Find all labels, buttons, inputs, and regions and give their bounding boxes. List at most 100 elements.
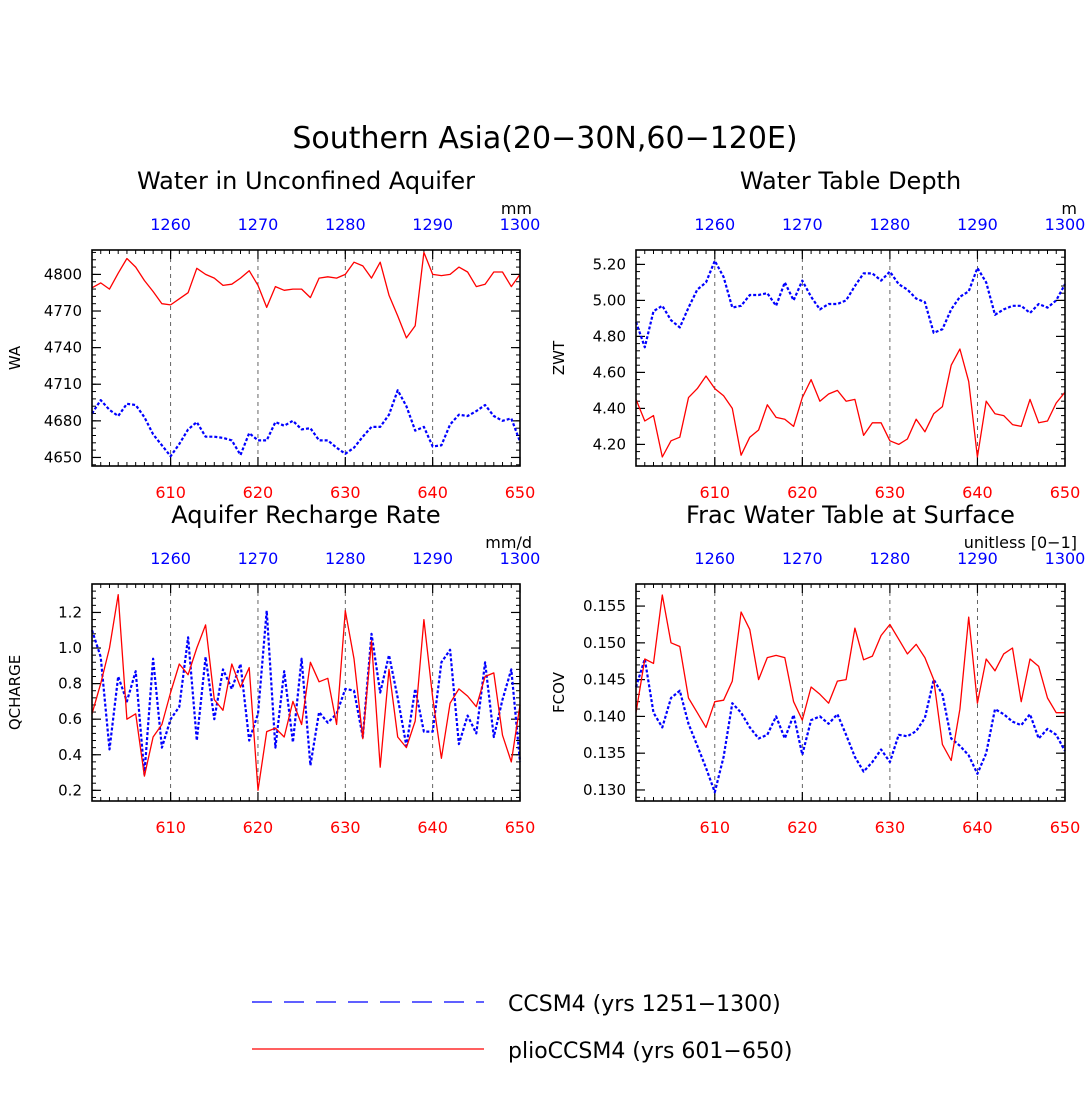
x-tick-label-bottom: 640 [417,818,448,837]
y-tick-label: 0.155 [583,597,626,615]
minor-ticks [635,583,1066,801]
x-tick-label-top: 1290 [412,549,453,568]
x-tick-label-top: 1260 [150,549,191,568]
plot-frame [635,583,1066,802]
panel-title: Aquifer Recharge Rate [171,501,440,529]
y-tick-label: 0.140 [583,707,626,725]
x-tick-label-top: 1270 [238,549,279,568]
x-tick-label-bottom: 620 [243,818,274,837]
x-tick-label-bottom: 650 [505,483,536,502]
x-tick-label-top: 1300 [500,215,541,234]
x-tick-label-top: 1260 [150,215,191,234]
x-tick-label-bottom: 630 [330,818,361,837]
figure-title: Southern Asia(20−30N,60−120E) [292,121,797,156]
series-line-ccsm4 [634,259,1066,349]
panel-2: Water Table Depth m 610 620 630 640 650 1260 127… [550,167,1085,502]
x-tick-label-top: 1280 [870,215,911,234]
y-tick-label: 1.2 [58,603,82,621]
y-tick-label: 0.2 [58,781,82,799]
panel-3: Aquifer Recharge Rate mm/d 610 620 630 640 650… [6,501,540,837]
y-tick-label: 0.130 [583,781,626,799]
x-tick-label-bottom: 640 [962,483,993,502]
y-axis-label: QCHARGE [6,655,24,730]
minor-ticks [635,249,1066,467]
grid-lines [714,584,978,801]
x-tick-label-bottom: 650 [505,818,536,837]
y-tick-label: 4.20 [593,435,626,453]
y-tick-label: 0.135 [583,744,626,762]
x-tick-label-bottom: 620 [787,818,818,837]
plot-frame [91,249,521,467]
series-line-plio [91,594,521,791]
legend-label: plioCCSM4 (yrs 601−650) [508,1039,792,1064]
plot-frame [635,249,1066,467]
series-line-ccsm4 [634,657,1066,794]
x-tick-label-bottom: 610 [155,483,186,502]
y-tick-label: 4680 [44,412,82,430]
x-tick-label-bottom: 620 [787,483,818,502]
panel-title: Frac Water Table at Surface [686,501,1015,529]
y-tick-label: 4800 [44,265,82,283]
units-label: unitless [0−1] [964,533,1077,552]
y-tick-label: 4.80 [593,327,626,345]
x-tick-label-bottom: 610 [155,818,186,837]
y-tick-label: 4740 [44,339,82,357]
y-tick-label: 4770 [44,302,82,320]
legend: CCSM4 (yrs 1251−1300) plioCCSM4 (yrs 601−… [252,992,792,1064]
x-tick-label-top: 1300 [1045,215,1086,234]
panel-4: Frac Water Table at Surface unitless [0−1… [550,501,1085,837]
x-tick-label-bottom: 640 [417,483,448,502]
x-tick-label-bottom: 640 [962,818,993,837]
y-axis-label: WA [6,345,24,370]
series-line-plio [635,348,1066,458]
y-tick-label: 1.0 [58,639,82,657]
series-line-plio [91,251,521,339]
x-tick-label-top: 1300 [500,549,541,568]
x-tick-label-bottom: 630 [330,483,361,502]
x-tick-label-top: 1270 [782,215,823,234]
y-tick-label: 0.150 [583,634,626,652]
y-tick-label: 0.4 [58,746,82,764]
series-line-ccsm4 [91,389,522,458]
panel-title: Water Table Depth [740,167,961,195]
y-axis-label: ZWT [550,340,568,375]
x-tick-label-bottom: 610 [700,483,731,502]
y-tick-label: 0.8 [58,675,82,693]
x-tick-label-top: 1300 [1045,549,1086,568]
x-tick-label-top: 1260 [694,215,735,234]
y-tick-label: 5.20 [593,255,626,273]
plot-frame [91,583,521,802]
units-label: mm/d [485,533,532,552]
y-tick-label: 0.6 [58,710,82,728]
x-tick-label-top: 1290 [957,549,998,568]
minor-ticks [91,250,521,466]
legend-label: CCSM4 (yrs 1251−1300) [508,992,781,1017]
y-tick-label: 4710 [44,375,82,393]
units-label: m [1061,199,1077,218]
x-tick-label-top: 1270 [238,215,279,234]
x-tick-label-top: 1280 [325,549,366,568]
y-tick-label: 4.60 [593,363,626,381]
grid-lines [170,584,434,801]
panel-1: Water in Unconfined Aquifer mm 610 620 630 64… [6,167,540,502]
x-tick-label-bottom: 630 [875,818,906,837]
x-tick-label-top: 1290 [412,215,453,234]
x-tick-label-top: 1280 [325,215,366,234]
y-tick-label: 4650 [44,448,82,466]
x-tick-label-top: 1270 [782,549,823,568]
series-line-ccsm4 [90,609,522,776]
grid-lines [714,250,978,466]
panel-title: Water in Unconfined Aquifer [137,167,475,195]
series-line-plio [635,594,1065,762]
x-tick-label-bottom: 650 [1050,818,1081,837]
x-tick-label-top: 1260 [694,549,735,568]
x-tick-label-top: 1290 [957,215,998,234]
y-tick-label: 0.145 [583,671,626,689]
y-tick-label: 4.40 [593,399,626,417]
x-tick-label-bottom: 630 [875,483,906,502]
units-label: mm [501,199,532,218]
x-tick-label-bottom: 620 [243,483,274,502]
y-axis-label: FCOV [550,671,568,713]
